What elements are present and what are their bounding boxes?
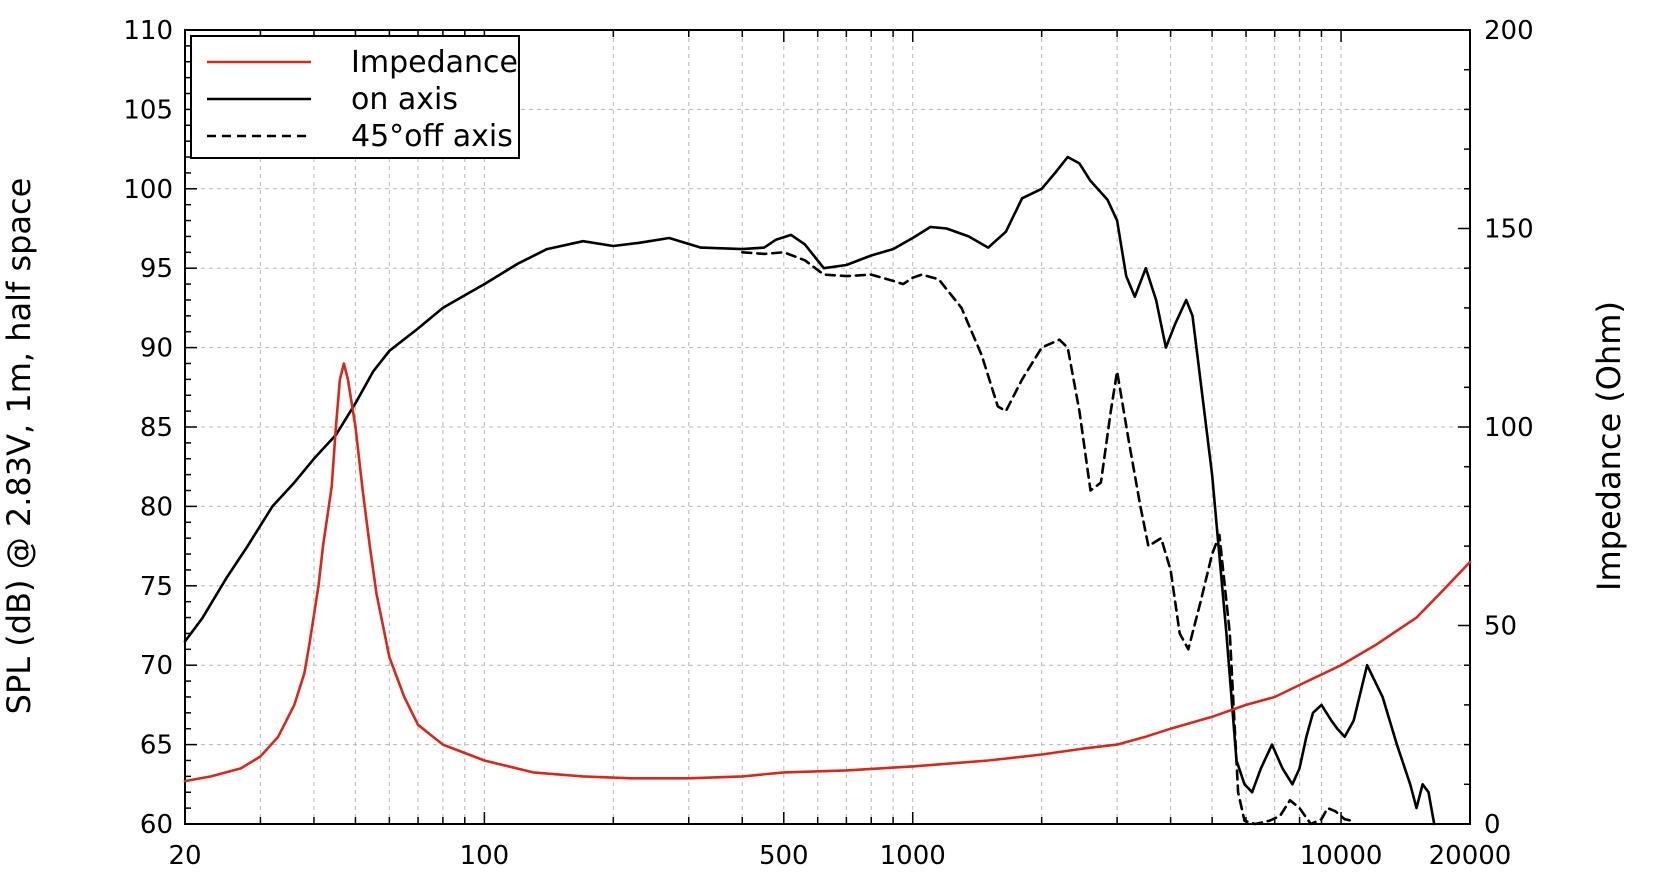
x-tick-label: 20 [168,841,201,871]
legend-box [190,35,520,159]
y-tick-label: 95 [140,254,173,284]
y-axis-label: SPL (dB) @ 2.83V, 1m, half space [0,178,38,715]
axes: 20 100 500 1000 10000 20000606570758085909510… [123,16,1533,871]
y-tick-label: 105 [123,95,173,125]
y2-tick-label: 200 [1484,16,1534,46]
x-tick-label: 20000 [1429,841,1512,871]
x-tick-label: 1000 [880,841,946,871]
y2-tick-label: 150 [1484,215,1534,245]
y2-tick-label: 0 [1484,810,1501,840]
series-line-impedance [183,362,1472,783]
y-tick-label: 85 [140,413,173,443]
y-tick-label: 90 [140,334,173,364]
series-lines [183,155,1472,826]
y-tick-label: 100 [123,175,173,205]
y-tick-label: 65 [140,731,173,761]
legend-label: 45°off axis [351,119,513,154]
y-tick-label: 110 [123,16,173,46]
x-tick-label: 500 [759,841,809,871]
y2-tick-label: 50 [1484,612,1517,642]
y-tick-label: 75 [140,572,173,602]
x-tick-label: 100 [460,841,510,871]
legend-label: on axis [351,82,458,117]
y2-axis-label: Impedance (Ohm) [1590,301,1628,591]
y-tick-label: 60 [140,810,173,840]
y-tick-label: 80 [140,492,173,522]
y2-tick-label: 100 [1484,413,1534,443]
x-tick-label: 10000 [1300,841,1383,871]
series-line-45-off-axis [741,251,1354,826]
y-tick-label: 70 [140,651,173,681]
series-line-on-axis [183,155,1436,826]
legend-label: Impedance [351,45,518,80]
